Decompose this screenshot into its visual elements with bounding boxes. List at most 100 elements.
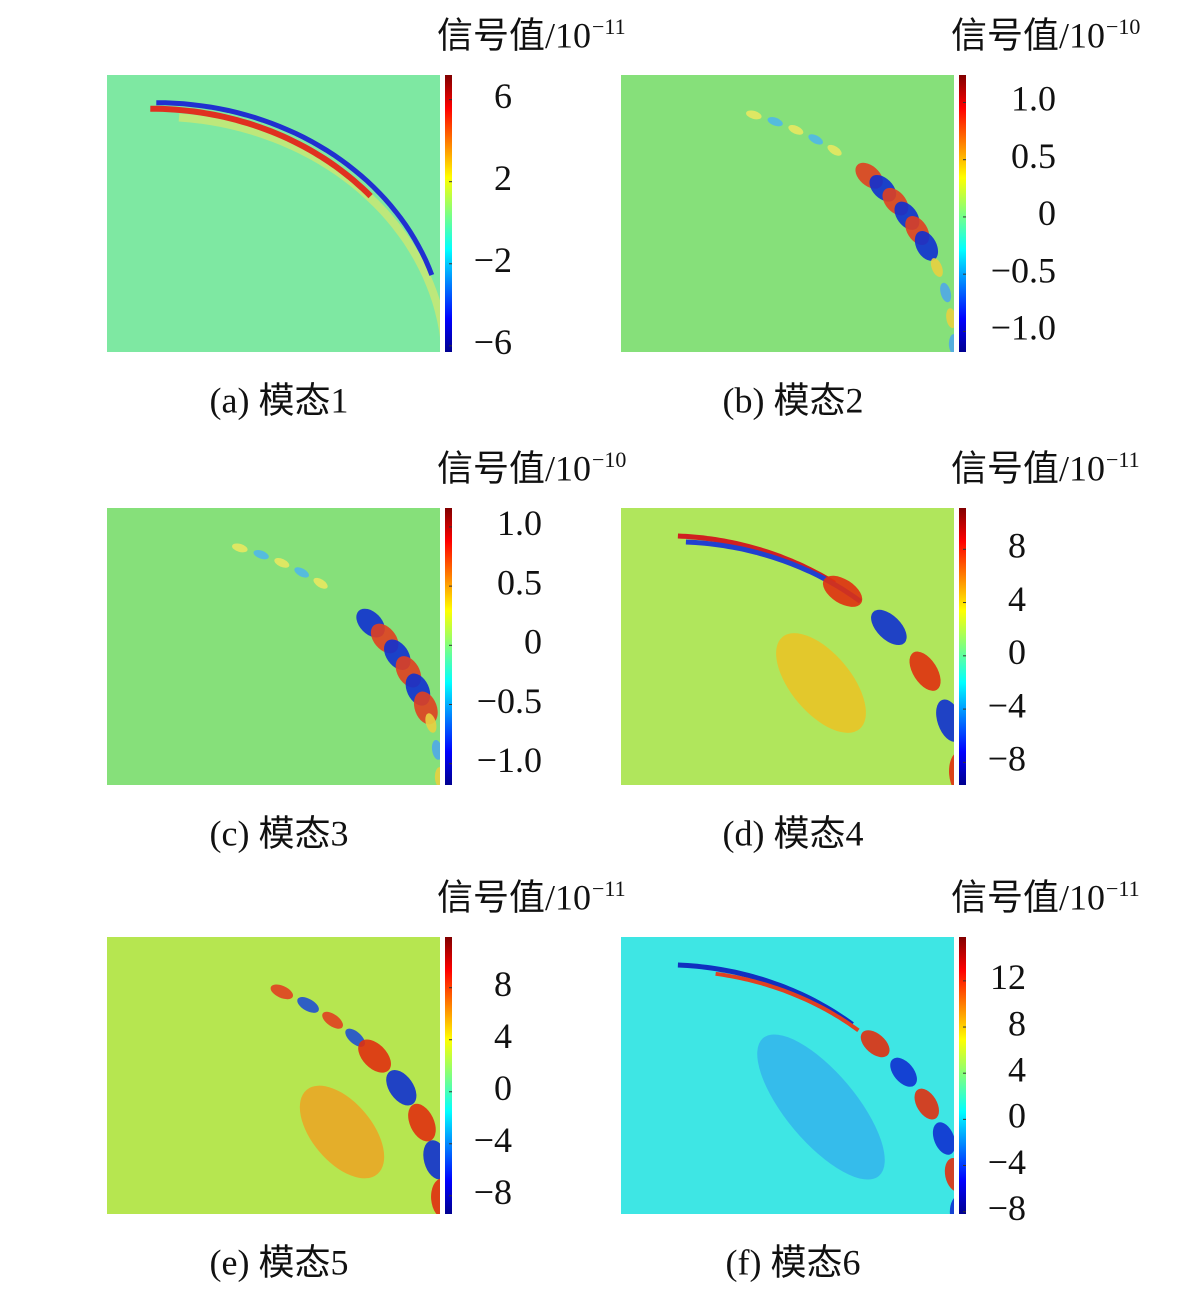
pattern-blob [232,543,248,553]
colorbar-label: 信号值/10 [437,877,591,917]
panel-title: (a) 模态1 [210,380,349,420]
colorbar-tick-label: 12 [990,957,1026,997]
colorbar-tick-label: −6 [474,322,512,362]
colorbar-tick-label: −4 [988,685,1026,725]
panel: 6 2 −2 −6 信号值/10 −11 (a) 模态1 [107,14,626,420]
pattern-blob [860,1030,890,1058]
heatmap-background [107,937,440,1214]
pattern-blob [358,1039,391,1073]
pattern-blob [386,1069,417,1106]
pattern-blob [431,739,440,760]
pattern-arc [677,962,854,1027]
colorbar [959,508,966,785]
colorbar [445,508,452,785]
pattern-blob [425,713,437,733]
pattern-blob [914,1088,939,1120]
heatmap [107,508,440,785]
pattern-blob [936,699,954,742]
pattern-blob [944,1158,954,1192]
pattern-blob [890,1057,917,1087]
colorbar-label: 信号值/10 [437,448,591,488]
colorbar-tick-label: 8 [1008,1003,1026,1043]
colorbar-exponent: −11 [592,14,626,39]
pattern-blob [930,258,943,278]
pattern-region [299,1085,385,1179]
pattern-blob [274,557,290,568]
panel: 8 4 0 −4 −8 信号值/10 −11 (d) 模态4 [621,447,1140,853]
colorbar-tick-label: −4 [474,1120,512,1160]
pattern-blob [767,117,783,127]
pattern-blob [914,230,939,261]
colorbar-exponent: −10 [1106,14,1140,39]
colorbar-exponent: −10 [592,447,626,472]
pattern-blob [822,575,863,607]
pattern-blob [431,1178,440,1214]
heatmap [621,508,954,785]
colorbar-tick-label: 0.5 [497,562,542,602]
colorbar-tick-label: −8 [474,1172,512,1212]
colorbar-tick-label: −8 [988,739,1026,779]
pattern-blob [294,567,309,578]
colorbar [445,75,452,352]
colorbar-tick-label: −1.0 [477,740,542,780]
pattern-blob [948,334,954,352]
colorbar-tick-label: 0 [494,1068,512,1108]
colorbar-exponent: −11 [592,876,626,901]
colorbar [959,937,966,1214]
colorbar-tick-label: −2 [474,240,512,280]
pattern-blob [827,144,842,156]
pattern-region [776,633,866,733]
pattern-blob [788,124,804,135]
heatmap [107,75,440,352]
pattern-blob [297,997,319,1013]
pattern-blob [345,1028,366,1047]
colorbar-exponent: −11 [1106,447,1140,472]
pattern-blob [909,651,941,691]
panel: 12 8 4 0 −4 −8 信号值/10 −11 (f) 模态6 [621,876,1140,1282]
colorbar-tick-label: 0 [1008,632,1026,672]
heatmap [107,937,440,1214]
colorbar-tick-label: −0.5 [477,681,542,721]
colorbar-tick-label: −1.0 [991,308,1056,348]
colorbar-exponent: −11 [1106,876,1140,901]
pattern-blob [253,550,269,560]
colorbar-tick-label: 8 [494,964,512,1004]
colorbar-tick-label: 4 [1008,579,1026,619]
colorbar-tick-label: 4 [494,1016,512,1056]
heatmap [621,937,954,1214]
panel-title: (d) 模态4 [723,813,864,853]
colorbar-label: 信号值/10 [951,877,1105,917]
pattern-arc [715,971,860,1033]
colorbar-label: 信号值/10 [951,15,1105,55]
colorbar-tick-label: 4 [1008,1049,1026,1089]
colorbar-tick-label: 0 [524,622,542,662]
pattern-blob [946,308,954,329]
pattern-blob [808,134,823,145]
pattern-blob [434,767,440,785]
colorbar-tick-label: 0.5 [1011,136,1056,176]
pattern-blob [423,1140,440,1180]
colorbar-label: 信号值/10 [951,448,1105,488]
colorbar-tick-label: 1.0 [1011,79,1056,119]
colorbar-tick-label: 1.0 [497,503,542,543]
panel: 8 4 0 −4 −8 信号值/10 −11 (e) 模态5 [107,876,626,1282]
colorbar-tick-label: 0 [1008,1096,1026,1136]
colorbar-tick-label: 8 [1008,526,1026,566]
pattern-blob [313,577,328,589]
panel: 1.0 0.5 0 −0.5 −1.0 信号值/10 −10 (c) 模态3 [107,447,626,853]
colorbar-label: 信号值/10 [437,15,591,55]
colorbar-tick-label: −0.5 [991,250,1056,290]
pattern-region [757,1034,885,1180]
colorbar-tick-label: 6 [494,76,512,116]
pattern-blob [270,984,294,1000]
panel-title: (e) 模态5 [210,1242,349,1282]
pattern-blob [408,1103,436,1142]
pattern-blob [871,609,907,646]
heatmap [621,75,954,352]
colorbar-tick-label: −4 [988,1142,1026,1182]
pattern-blob [932,1122,954,1155]
colorbar-tick-label: 0 [1038,193,1056,233]
pattern-blob [322,1011,343,1029]
colorbar [959,75,966,352]
